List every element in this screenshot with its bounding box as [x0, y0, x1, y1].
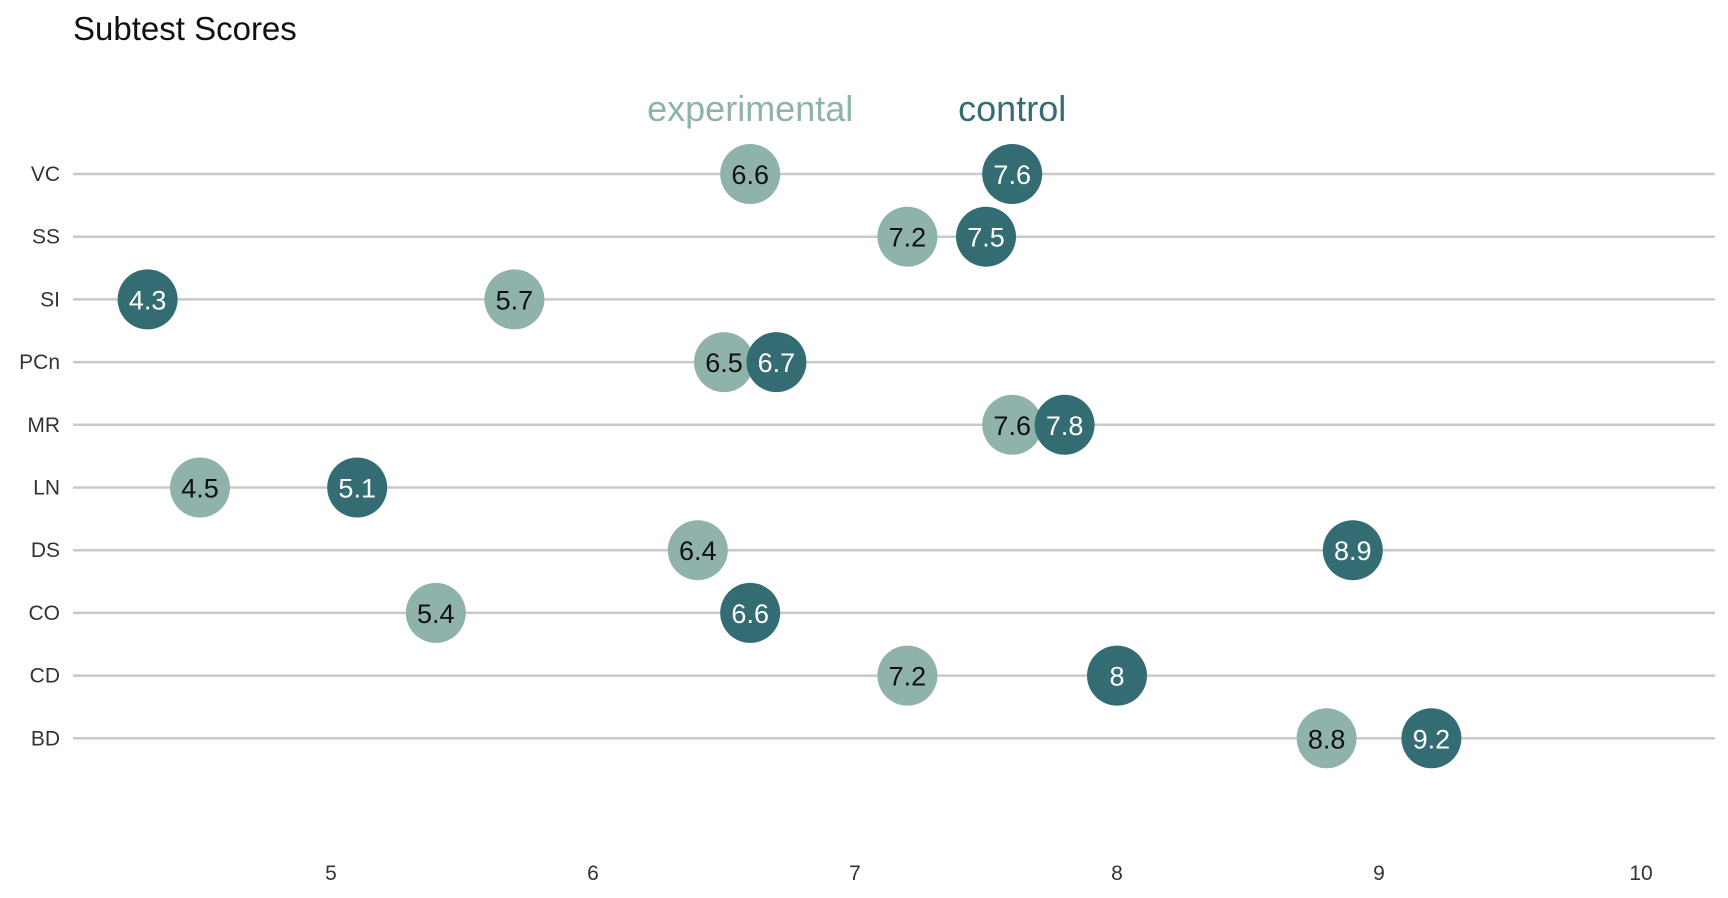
point-control-ln: [327, 457, 388, 518]
point-control-ds: [1322, 520, 1383, 581]
point-experimental-ss: [877, 206, 938, 267]
point-control-mr: [1034, 394, 1095, 455]
data-label-control: 6.6: [731, 599, 769, 629]
data-label-experimental: 8.8: [1308, 724, 1346, 754]
chart-title: Subtest Scores: [73, 10, 297, 47]
data-label-experimental: 5.4: [417, 599, 455, 629]
point-control-cd: [1087, 645, 1147, 706]
legend: experimental control: [647, 88, 1066, 129]
data-label-experimental: 6.5: [705, 348, 743, 378]
x-tick-label: 8: [1111, 862, 1123, 885]
data-label-experimental: 7.2: [889, 223, 927, 253]
data-label-experimental: 7.6: [993, 411, 1031, 441]
data-label-control: 8: [1109, 662, 1124, 692]
y-tick-label: VC: [31, 163, 60, 186]
point-experimental-bd: [1296, 708, 1357, 769]
data-label-experimental: 6.4: [679, 536, 717, 566]
point-control-pcn: [746, 332, 807, 393]
y-tick-label: MR: [27, 414, 60, 437]
data-label-control: 7.8: [1046, 411, 1084, 441]
y-tick-label: PCn: [19, 351, 60, 374]
point-experimental-si: [484, 269, 545, 330]
point-experimental-vc: [720, 144, 781, 204]
y-tick-label: CD: [30, 665, 60, 688]
point-experimental-mr: [982, 394, 1043, 455]
point-experimental-pcn: [694, 332, 754, 393]
legend-label-control: control: [958, 88, 1066, 129]
data-label-experimental: 7.2: [889, 662, 927, 692]
point-control-co: [720, 582, 781, 643]
point-experimental-ln: [170, 457, 230, 518]
x-tick-label: 9: [1373, 862, 1385, 885]
point-experimental-ds: [667, 520, 728, 581]
legend-label-experimental: experimental: [647, 88, 853, 129]
data-label-control: 9.2: [1413, 724, 1451, 754]
data-label-control: 7.6: [993, 160, 1031, 190]
x-tick-label: 10: [1629, 862, 1652, 885]
point-control-si: [117, 269, 178, 330]
y-tick-label: BD: [31, 727, 60, 750]
y-tick-label: CO: [29, 602, 61, 625]
data-label-experimental: 5.7: [496, 285, 534, 315]
y-axis: VC SS SI PCn MR LN DS CO CD BD: [19, 163, 60, 750]
y-tick-label: SI: [40, 288, 60, 311]
point-control-bd: [1401, 708, 1462, 769]
data-label-control: 5.1: [338, 474, 376, 504]
x-axis: 5 6 7 8 9 10: [325, 862, 1653, 885]
data-label-control: 6.7: [758, 348, 796, 378]
data-label-experimental: 4.5: [181, 474, 219, 504]
point-control-vc: [982, 144, 1043, 204]
y-tick-label: DS: [31, 539, 60, 562]
data-label-experimental: 6.6: [731, 160, 769, 190]
data-label-control: 8.9: [1334, 536, 1372, 566]
x-tick-label: 7: [849, 862, 861, 885]
data-points: 6.6 7.2 5.7 6.5 7.6 4.5 6.4 5.4 7.2 8.8 7.6 7.5 4.3 6…: [117, 144, 1462, 769]
y-tick-label: LN: [33, 477, 60, 500]
x-tick-label: 5: [325, 862, 337, 885]
point-experimental-cd: [877, 645, 938, 706]
point-control-ss: [956, 206, 1016, 267]
x-tick-label: 6: [587, 862, 599, 885]
y-tick-label: SS: [32, 226, 60, 249]
data-label-control: 4.3: [129, 285, 167, 315]
data-label-control: 7.5: [967, 223, 1005, 253]
point-experimental-co: [405, 582, 466, 643]
